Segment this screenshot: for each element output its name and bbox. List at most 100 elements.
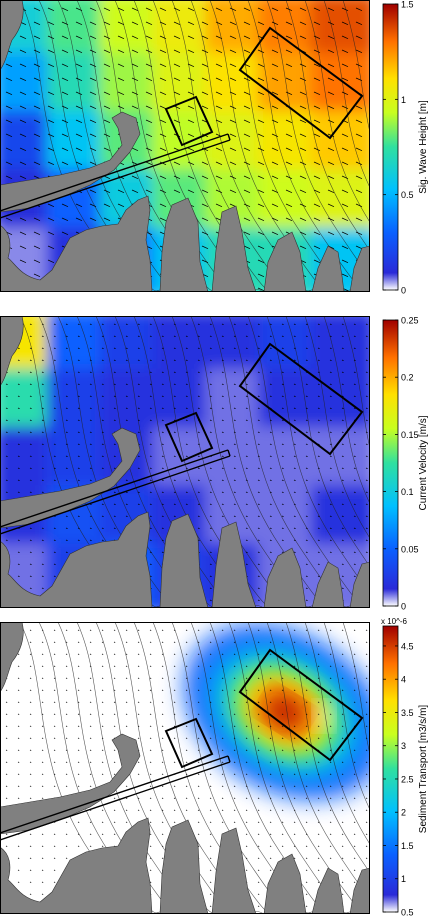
vector-mark (5, 443, 8, 446)
vector-mark (257, 175, 265, 180)
vector-mark (131, 7, 139, 12)
vector-mark (5, 407, 8, 410)
vector-mark (209, 395, 212, 398)
vector-mark (257, 587, 260, 590)
vector-mark (215, 203, 223, 208)
vector-mark (257, 91, 265, 96)
vector-mark (353, 359, 356, 362)
vector-mark (305, 737, 308, 739)
vector-mark (365, 539, 368, 542)
vector-mark (329, 653, 332, 655)
vector-mark (313, 147, 321, 152)
vector-mark (125, 809, 128, 811)
vector-mark (17, 479, 20, 482)
vector-mark (77, 677, 80, 679)
vector-mark (173, 761, 176, 763)
vector-mark (61, 91, 69, 96)
vector-mark (77, 833, 80, 835)
vector-mark (187, 189, 195, 194)
vector-mark (313, 21, 321, 26)
vector-mark (103, 21, 111, 26)
vector-mark (103, 49, 111, 54)
vector-mark (137, 629, 140, 631)
vector-mark (209, 809, 212, 811)
vector-mark (299, 217, 307, 222)
vector-mark (327, 119, 335, 124)
vector-mark (365, 677, 368, 679)
vector-mark (313, 217, 321, 222)
vector-mark (113, 653, 116, 655)
vector-mark (159, 217, 167, 222)
vector-mark (185, 713, 188, 715)
vector-mark (271, 63, 279, 68)
vector-mark (293, 467, 296, 470)
vector-mark (149, 629, 152, 631)
vector-mark (353, 797, 356, 799)
vector-mark (197, 713, 200, 715)
vector-mark (185, 335, 188, 338)
vector-mark (257, 677, 260, 679)
vector-mark (61, 49, 69, 54)
vector-mark (305, 539, 308, 542)
vector-mark (29, 323, 32, 326)
vector-mark (285, 77, 293, 82)
vector-mark (245, 833, 248, 835)
vector-mark (271, 7, 279, 12)
vector-mark (29, 725, 32, 727)
vector-mark (245, 407, 248, 410)
colorbar-tick-label: 1 (401, 95, 406, 105)
vector-mark (299, 189, 307, 194)
vector-mark (101, 407, 104, 410)
vector-mark (209, 467, 212, 470)
vector-mark (77, 785, 80, 787)
vector-mark (41, 641, 44, 643)
vector-mark (47, 133, 55, 138)
vector-mark (313, 49, 321, 54)
vector-mark (293, 503, 296, 506)
vector-mark (65, 737, 68, 739)
vector-mark (53, 371, 56, 374)
vector-mark (197, 629, 200, 631)
vector-mark (53, 479, 56, 482)
vector-mark (245, 845, 248, 847)
vector-mark (221, 737, 224, 739)
vector-mark (197, 749, 200, 751)
vector-mark (285, 217, 293, 222)
vector-mark (305, 713, 308, 715)
vector-mark (257, 407, 260, 410)
vector-mark (233, 419, 236, 422)
vector-mark (17, 383, 20, 386)
vector-mark (327, 203, 335, 208)
vector-mark (327, 217, 335, 222)
vector-mark (243, 175, 251, 180)
vector-mark (47, 49, 55, 54)
vector-mark (271, 35, 279, 40)
vector-mark (185, 455, 188, 458)
vector-mark (161, 395, 164, 398)
vector-mark (101, 749, 104, 751)
vector-mark (329, 323, 332, 326)
vector-mark (341, 893, 344, 895)
vector-mark (185, 701, 188, 703)
vector-mark (89, 189, 97, 194)
vector-mark (281, 407, 284, 410)
vector-mark (341, 147, 349, 152)
vector-mark (233, 665, 236, 667)
vector-mark (131, 189, 139, 194)
colorbar-tick-label: 0 (401, 286, 406, 296)
colorbar-tick-label: 0 (401, 602, 406, 612)
vector-mark (341, 419, 344, 422)
vector-mark (113, 833, 116, 835)
vector-mark (341, 539, 344, 542)
vector-mark (77, 431, 80, 434)
vector-mark (317, 419, 320, 422)
vector-mark (137, 335, 140, 338)
vector-mark (243, 77, 251, 82)
vector-mark (125, 713, 128, 715)
vector-mark (209, 587, 212, 590)
vector-mark (5, 395, 8, 398)
bathymetry-contours (19, 622, 370, 914)
vector-mark (113, 701, 116, 703)
vector-mark (173, 491, 176, 494)
